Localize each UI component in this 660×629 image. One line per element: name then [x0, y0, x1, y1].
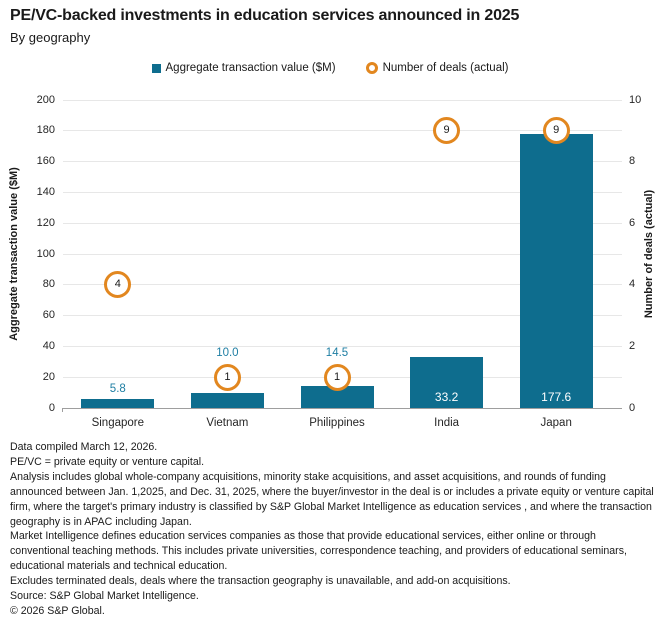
left-axis-tick: 20	[42, 370, 55, 383]
deal-count-badge: 1	[213, 363, 241, 391]
right-axis-tick: 6	[629, 216, 636, 229]
left-axis-tick: 80	[42, 278, 55, 291]
bar-value-label: 14.5	[325, 346, 349, 359]
bar-value-label: 5.8	[109, 383, 126, 396]
right-axis-tick: 2	[629, 339, 636, 352]
category-label: India	[434, 417, 460, 429]
right-axis-tick: 4	[629, 278, 636, 291]
bar	[190, 392, 264, 408]
gridline	[63, 191, 622, 193]
left-axis-tick: 200	[36, 93, 55, 106]
left-axis-tick: 120	[36, 216, 55, 229]
footnote-line: Excludes terminated deals, deals where t…	[10, 575, 511, 588]
gridline	[63, 253, 622, 255]
bar	[300, 385, 374, 408]
category-label: Japan	[540, 417, 572, 429]
left-axis-tick: 60	[42, 309, 55, 322]
page-title: PE/VC-backed investments in education se…	[10, 7, 520, 24]
deal-count-badge: 9	[542, 117, 570, 145]
deal-count-badge: 4	[104, 271, 132, 299]
footnote-line: © 2026 S&P Global.	[10, 604, 105, 617]
gridline	[63, 99, 622, 101]
footnotes: Data compiled March 12, 2026. PE/VC = pr…	[10, 440, 656, 619]
gridline	[63, 315, 622, 317]
deal-ring-icon	[365, 62, 378, 74]
right-axis-tick: 0	[629, 401, 636, 414]
left-axis-tick: 140	[36, 185, 55, 198]
bar-value-label: 33.2	[434, 390, 459, 404]
legend-deal-label: Number of deals (actual)	[382, 62, 509, 74]
deal-count-badge: 9	[433, 117, 461, 145]
gridline	[63, 222, 622, 224]
chart-legend: Aggregate transaction value ($M) Number …	[0, 62, 660, 74]
legend-item-deals: Number of deals (actual)	[365, 62, 509, 74]
deal-count-badge: 1	[323, 363, 351, 391]
right-axis-tick: 8	[629, 155, 636, 168]
gridline	[63, 407, 622, 409]
footnote-line: Data compiled March 12, 2026.	[10, 441, 158, 453]
bar-swatch-icon	[151, 63, 161, 73]
category-label: Singapore	[91, 417, 145, 429]
left-axis-tick: 0	[48, 401, 55, 414]
left-axis-tick: 40	[42, 339, 55, 352]
left-axis-tick: 180	[36, 124, 55, 137]
gridline	[63, 161, 622, 163]
axis-edge-tick	[62, 408, 63, 412]
footnote-line: Market Intelligence defines education se…	[10, 530, 627, 573]
category-label: Philippines	[309, 417, 365, 429]
footnote-line: Analysis includes global whole-company a…	[10, 470, 654, 528]
footnote-line: Source: S&P Global Market Intelligence.	[10, 590, 199, 603]
page-subtitle: By geography	[10, 30, 91, 45]
right-axis-tick: 10	[629, 93, 642, 106]
left-axis-tick: 100	[36, 247, 55, 260]
left-axis-tick: 160	[36, 155, 55, 168]
bar-value-label: 10.0	[216, 346, 239, 359]
bar	[410, 356, 484, 408]
gridline	[63, 284, 622, 286]
bar	[519, 134, 593, 408]
footnote-line: PE/VC = private equity or venture capita…	[10, 455, 205, 468]
bar-value-label: 177.6	[541, 390, 572, 404]
gridline	[63, 345, 622, 347]
gridline	[63, 130, 622, 132]
legend-bar-label: Aggregate transaction value ($M)	[165, 62, 336, 74]
category-label: Vietnam	[206, 417, 249, 429]
bar	[81, 399, 155, 408]
legend-item-bar: Aggregate transaction value ($M)	[151, 62, 336, 74]
